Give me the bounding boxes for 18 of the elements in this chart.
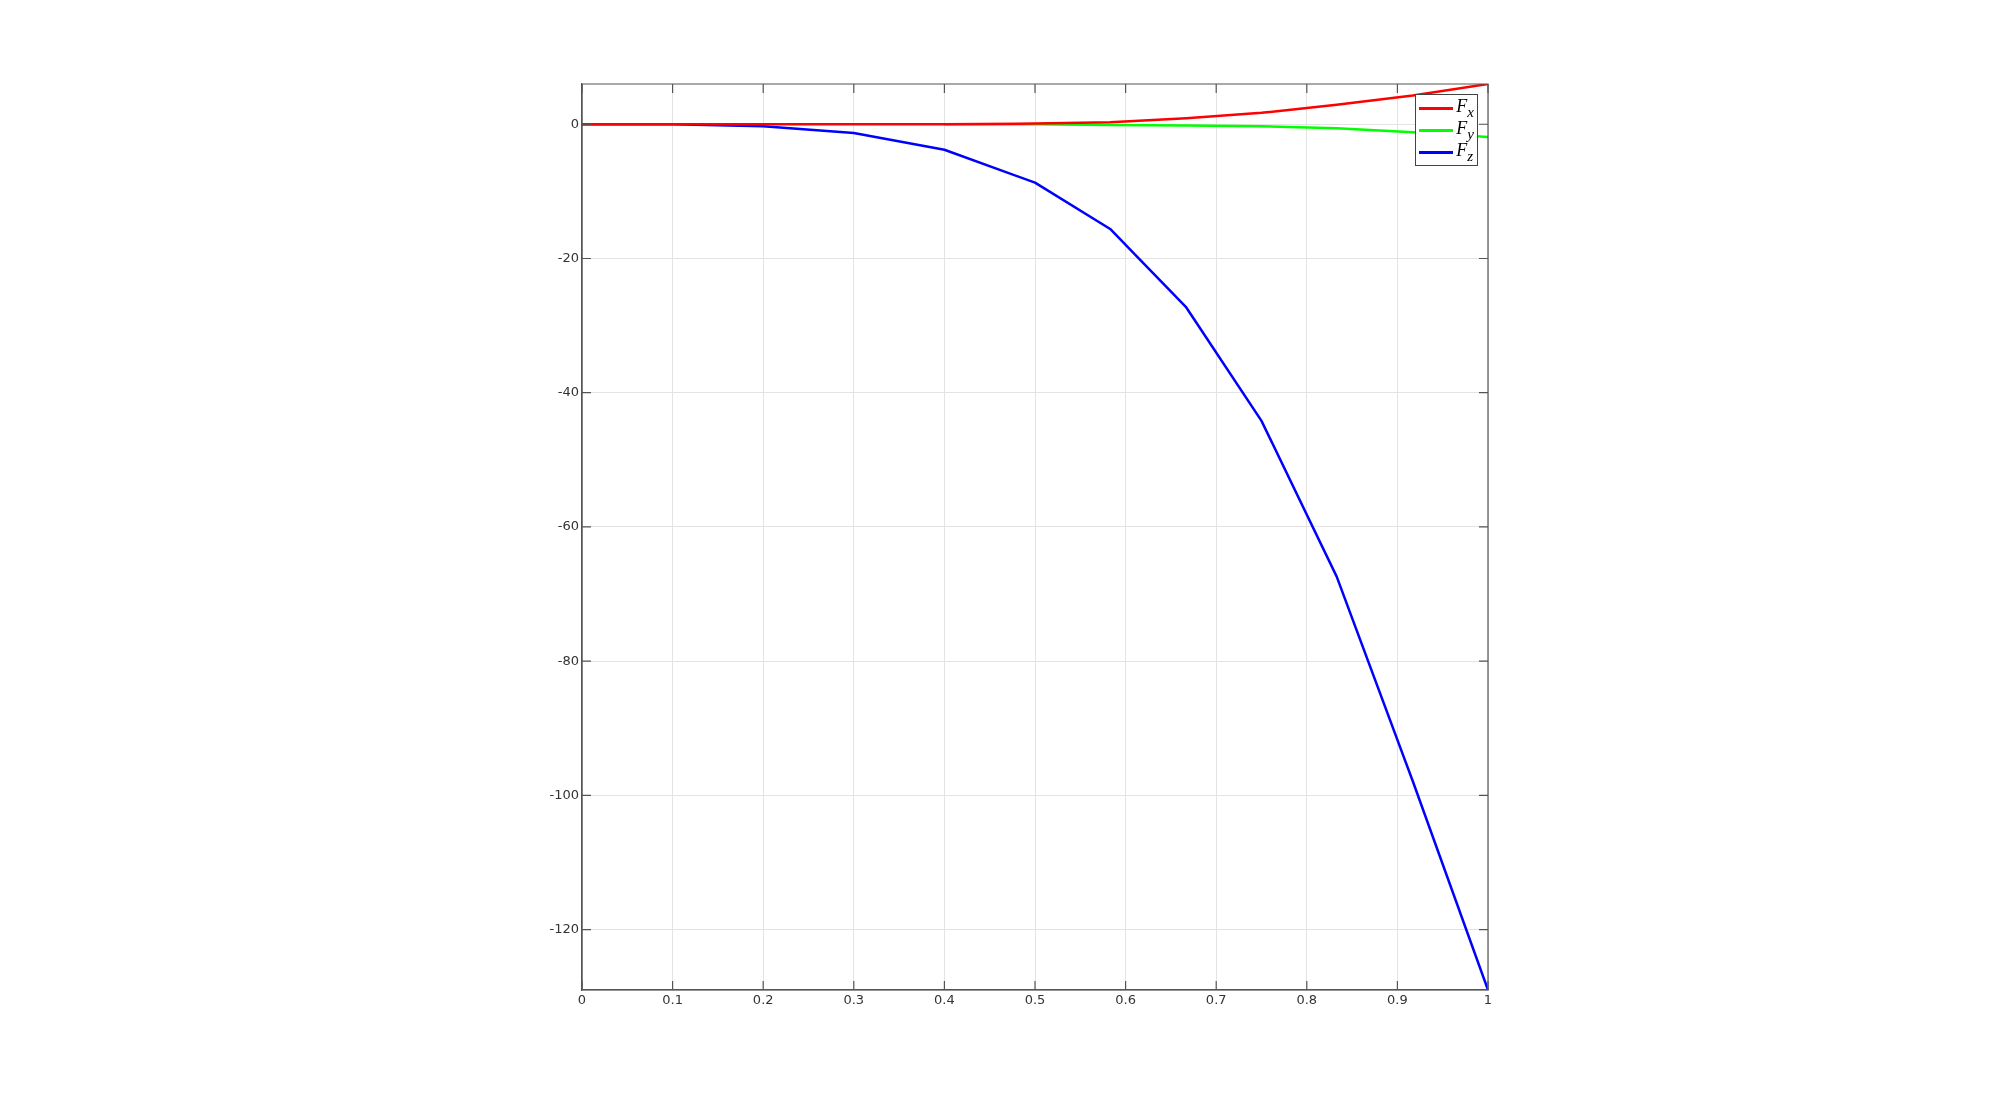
x-tick-label: 0.4	[934, 992, 955, 1008]
x-tick-label: 0.2	[752, 992, 774, 1008]
y-tick-label: -80	[557, 652, 579, 668]
y-tick-label: 0	[570, 115, 579, 131]
x-tick-label: 0.7	[1205, 992, 1227, 1008]
x-tick-label: 1	[1483, 992, 1493, 1008]
x-tick-label: 0.1	[662, 992, 683, 1008]
y-tick-label: -40	[557, 384, 579, 400]
x-tick-label: 0.5	[1024, 992, 1046, 1008]
y-tick-label: -120	[549, 920, 579, 936]
legend-label: F$_{x}$	[1456, 95, 1474, 120]
x-tick-label: 0.6	[1115, 992, 1136, 1008]
y-tick-label: -60	[557, 518, 579, 534]
x-tick-label: 0.3	[843, 992, 865, 1008]
y-tick-label: -100	[549, 786, 579, 802]
x-tick-label: 0.9	[1387, 992, 1408, 1008]
y-tick-label: -20	[557, 249, 579, 265]
x-tick-label: 0.8	[1296, 992, 1318, 1008]
